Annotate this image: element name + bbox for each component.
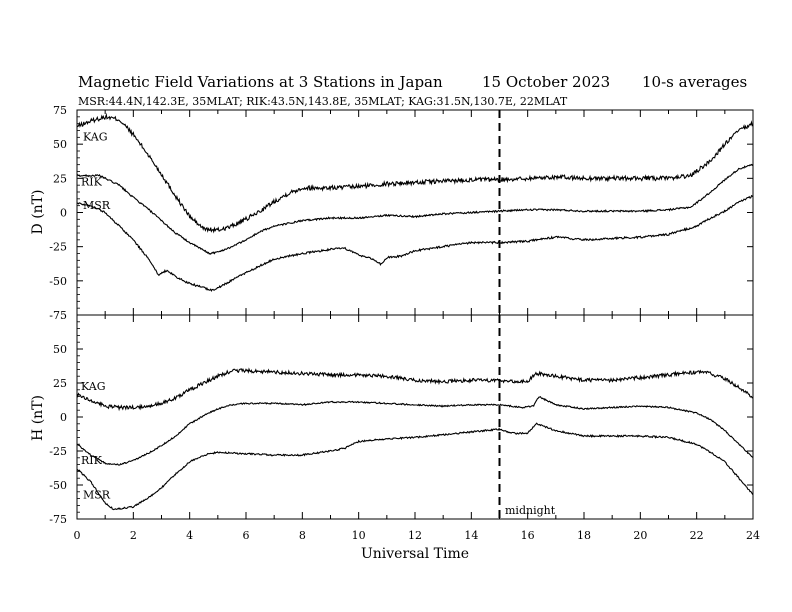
y-tick-label: 25 [53,172,67,185]
x-tick-label: 24 [746,529,760,542]
x-axis-label: Universal Time [361,546,469,562]
y-tick-label: -50 [49,275,67,288]
y-tick-label: 0 [60,207,67,220]
station-coordinates: MSR:44.4N,142.3E, 35MLAT; RIK:43.5N,143.… [78,95,568,108]
trace-msr [77,194,754,292]
declination-panel: -75 -50 -25 0 25 50 75 KAG RIK MSR [49,104,754,322]
x-tick-label: 16 [521,529,535,542]
y-tick-label: -25 [49,241,67,254]
x-tick-label: 0 [74,529,81,542]
plot-frame [76,314,754,520]
x-tick-label: 22 [690,529,704,542]
x-tick-label: 10 [352,529,366,542]
series-label-rik: RIK [81,454,103,467]
y-tick-label: -75 [49,309,67,322]
x-tick-label: 4 [186,529,193,542]
x-tick-label: 2 [130,529,137,542]
trace-kag [76,367,754,412]
plot-frame [76,109,754,316]
x-tick-label: 12 [408,529,422,542]
x-tick-label: 20 [633,529,647,542]
series-label-rik: RIK [81,176,103,189]
trace-rik [76,163,754,255]
series-label-kag: KAG [81,380,106,393]
figure-date: 15 October 2023 [482,73,610,91]
y-tick-label: 50 [53,343,67,356]
series-label-msr: MSR [83,489,111,502]
y-tick-label: 25 [53,377,67,390]
figure-title: Magnetic Field Variations at 3 Stations … [78,73,443,91]
y-tick-label: -25 [49,445,67,458]
x-tick-label: 8 [299,529,306,542]
midnight-label: midnight [505,504,556,517]
series-label-msr: MSR [83,199,111,212]
x-tick-label: 6 [243,529,250,542]
x-tick-label: 18 [577,529,591,542]
averaging-note: 10-s averages [642,73,747,91]
trace-rik [76,395,754,466]
y-tick-label: -50 [49,479,67,492]
series-label-kag: KAG [83,130,108,143]
y-tick-label: -75 [49,513,67,526]
d-y-axis-label: D (nT) [30,190,46,235]
h-y-axis-label: H (nT) [30,395,46,441]
trace-kag [76,112,754,234]
trace-msr [76,422,754,511]
y-tick-label: 0 [60,411,67,424]
x-tick-label: 14 [464,529,478,542]
y-tick-label: 75 [53,104,67,117]
y-tick-label: 50 [53,138,67,151]
